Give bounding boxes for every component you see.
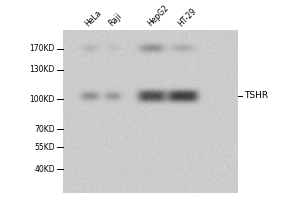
Text: HT-29: HT-29: [177, 6, 199, 28]
Text: 55KD: 55KD: [34, 143, 55, 152]
Text: HeLa: HeLa: [84, 8, 104, 28]
Text: TSHR: TSHR: [244, 92, 268, 100]
Text: HepG2: HepG2: [146, 3, 170, 28]
Text: 170KD: 170KD: [30, 44, 55, 53]
Text: 40KD: 40KD: [34, 165, 55, 174]
Text: 100KD: 100KD: [30, 95, 55, 104]
Text: 70KD: 70KD: [34, 125, 55, 134]
Text: Raji: Raji: [106, 11, 123, 28]
Text: 130KD: 130KD: [30, 65, 55, 74]
